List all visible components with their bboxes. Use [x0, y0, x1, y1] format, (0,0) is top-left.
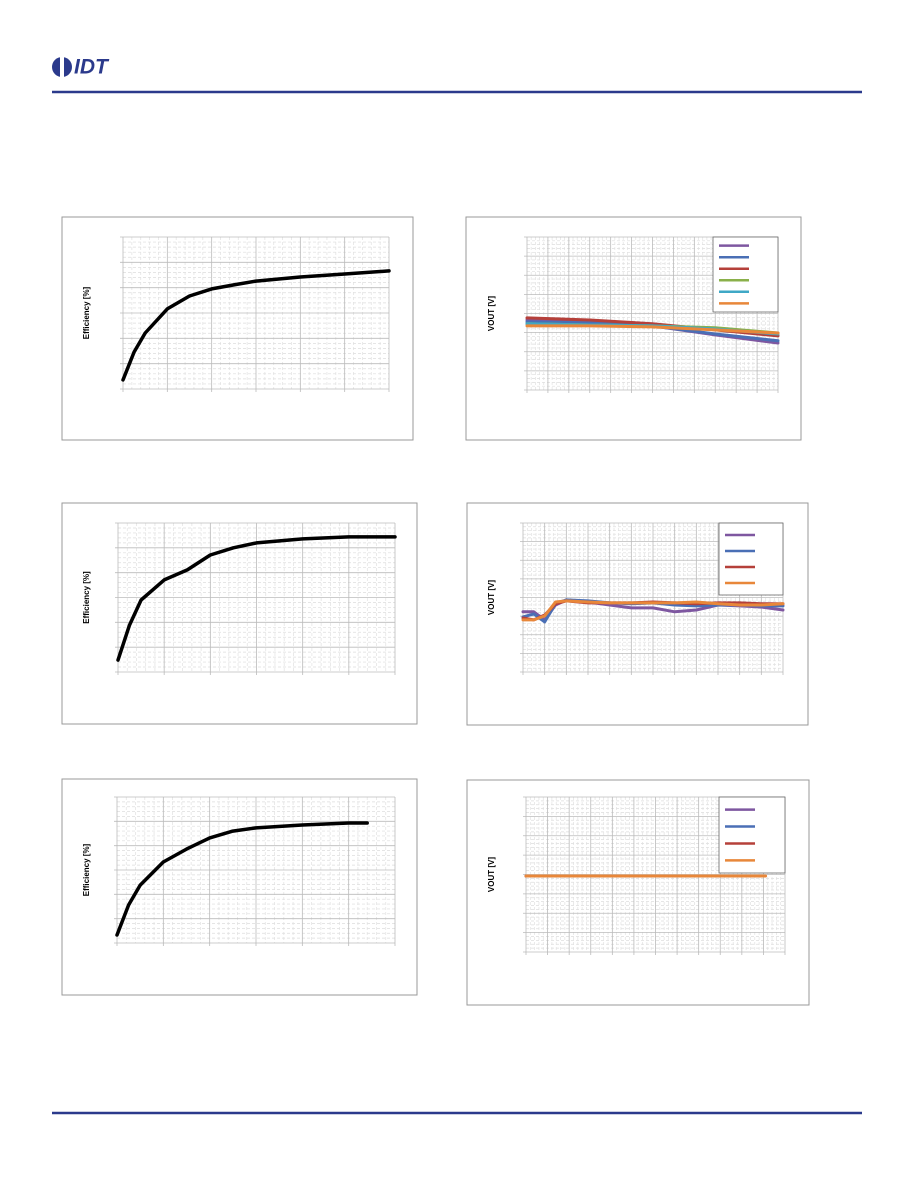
y-axis-label: Efficiency [%] [82, 286, 91, 339]
y-axis-label: Efficiency [%] [82, 571, 91, 624]
y-axis-label: Efficiency [%] [82, 843, 91, 896]
chart: VOUT [V] [466, 779, 810, 1006]
series-line [525, 324, 780, 335]
legend [712, 236, 779, 313]
chart: VOUT [V] [465, 216, 802, 441]
y-axis-label: VOUT [V] [487, 580, 496, 615]
logo-text: IDT [74, 56, 110, 79]
series-line [121, 269, 391, 382]
chart: Efficiency [%] [61, 216, 414, 441]
y-axis-label: VOUT [V] [487, 857, 496, 892]
chart: Efficiency [%] [61, 778, 418, 996]
series-line [116, 535, 397, 662]
legend [718, 796, 786, 874]
logo-icon [52, 55, 72, 79]
series-line [521, 599, 785, 622]
chart: Efficiency [%] [61, 502, 418, 725]
series-line [115, 821, 369, 937]
chart: VOUT [V] [466, 502, 809, 726]
y-axis-label: VOUT [V] [487, 296, 496, 331]
